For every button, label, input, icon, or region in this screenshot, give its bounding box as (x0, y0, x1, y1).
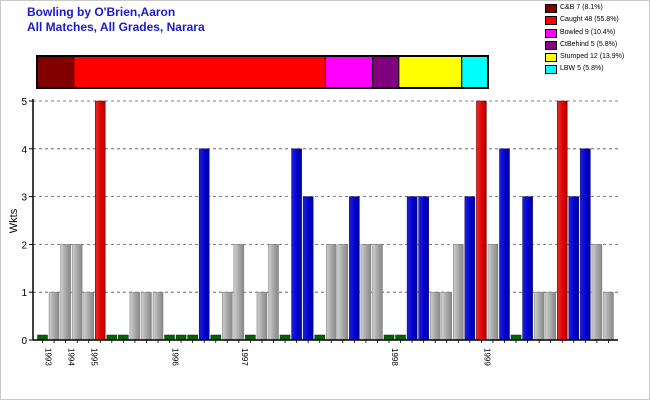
dismissal-segment (461, 55, 489, 89)
chart-title: Bowling by O'Brien,Aaron (27, 5, 176, 19)
bar (152, 291, 164, 341)
bar (233, 244, 245, 341)
bar (349, 196, 360, 341)
chart-subtitle: All Matches, All Grades, Narara (27, 20, 205, 34)
bar (60, 244, 71, 341)
bar (222, 291, 233, 341)
bar (198, 148, 210, 341)
bar (48, 291, 60, 341)
legend-swatch (545, 40, 557, 50)
year-label: 1999 (482, 348, 491, 366)
y-axis-label: Wkts (8, 208, 20, 233)
bar (83, 291, 94, 341)
bar (557, 100, 568, 341)
bar (533, 291, 545, 341)
legend-label: Bowled 9 (10.4%) (560, 28, 616, 36)
bar (337, 244, 349, 341)
bar (360, 244, 372, 341)
bar (302, 196, 314, 341)
dismissal-strip-border (36, 55, 489, 89)
legend-swatch (545, 53, 557, 63)
legend-label: C&B 7 (8.1%) (560, 4, 603, 11)
year-label: 1996 (171, 348, 180, 366)
dismissal-segment (398, 55, 463, 89)
y-tick-label: 5 (21, 97, 27, 108)
year-label: 1998 (390, 348, 399, 366)
dismissal-segment (324, 55, 374, 89)
legend-swatch (545, 4, 557, 13)
bar (522, 196, 533, 341)
bar (591, 244, 603, 341)
bar (256, 291, 268, 341)
legend-label: Stumped 12 (13.9%) (560, 53, 625, 61)
bar (141, 291, 152, 341)
bar (580, 148, 591, 341)
bar (499, 148, 510, 341)
bar (603, 291, 614, 341)
legend-label: LBW 5 (5.8%) (560, 65, 604, 73)
y-tick-label: 0 (21, 336, 27, 347)
bar (129, 291, 141, 341)
y-tick-label: 2 (21, 240, 27, 251)
bar (487, 244, 499, 341)
year-label: 1995 (90, 348, 99, 366)
bar (326, 244, 337, 341)
legend-swatch (545, 16, 557, 26)
y-tick-label: 4 (21, 145, 27, 156)
bar (453, 244, 464, 341)
year-label: 1997 (240, 348, 249, 366)
bar (418, 196, 429, 341)
bar (291, 148, 302, 341)
bar (429, 291, 441, 341)
bar (464, 196, 476, 341)
y-tick-label: 3 (21, 193, 27, 204)
year-label: 1993 (44, 348, 53, 366)
bar (71, 244, 83, 341)
year-label: 1994 (67, 348, 76, 366)
bar (476, 100, 487, 341)
bar (95, 100, 106, 341)
bar (406, 196, 418, 341)
legend-swatch (545, 65, 557, 75)
bar (268, 244, 279, 341)
bar (545, 291, 556, 341)
dismissal-segment (36, 55, 75, 89)
bar (372, 244, 383, 341)
dismissal-segment (372, 55, 400, 89)
legend-label: Caught 48 (55.8%) (560, 16, 619, 24)
y-tick-label: 1 (21, 288, 27, 299)
bar (441, 291, 452, 341)
dismissal-segment (73, 55, 326, 89)
bar (568, 196, 580, 341)
legend-swatch (545, 28, 557, 38)
legend-label: CtBehind 5 (5.8%) (560, 40, 618, 48)
